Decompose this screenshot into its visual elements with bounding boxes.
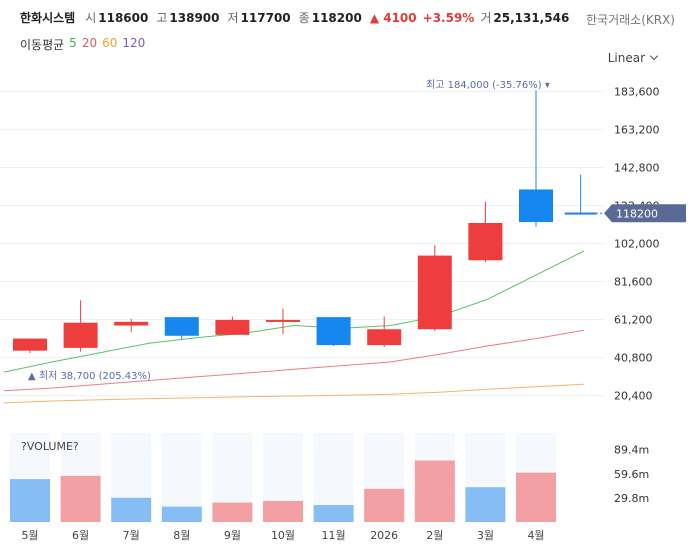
- volume-bar: [465, 487, 506, 522]
- current-price-tag: [604, 204, 686, 223]
- candle-body: [519, 189, 553, 223]
- volume-tick-label: 29.8m: [614, 492, 649, 505]
- ma-legend-label: 이동평균: [20, 38, 65, 52]
- open-value: 118600: [98, 11, 149, 25]
- x-tick-label: 9월: [224, 529, 241, 542]
- volume-tick-label: 89.4m: [614, 444, 649, 457]
- change-value: ▲ 4100: [369, 11, 417, 25]
- volume-bar: [263, 500, 303, 522]
- ma5-line: [3, 250, 585, 373]
- volume-label: 거: [480, 11, 492, 25]
- candle-body: [417, 255, 452, 330]
- x-tick-label: 11월: [322, 529, 346, 542]
- candle-body: [316, 317, 351, 346]
- current-price-label: 118200: [616, 207, 658, 220]
- y-tick-label: 61,200: [614, 314, 653, 327]
- candle-body: [215, 319, 250, 335]
- volume-bar: [414, 460, 455, 522]
- moving-average-legend[interactable]: 이동평균 5 20 60 120: [20, 36, 145, 53]
- candle-body: [63, 322, 98, 348]
- ma-20-label[interactable]: 20: [81, 36, 98, 50]
- x-tick-label: 5월: [21, 529, 38, 542]
- stock-name: 한화시스템: [20, 11, 76, 25]
- close-label: 종: [298, 11, 310, 25]
- y-tick-label: 142,800: [614, 161, 660, 174]
- candle-body: [164, 317, 199, 336]
- y-tick-label: 20,400: [614, 390, 653, 403]
- x-tick-label: 2월: [426, 529, 443, 542]
- close-value: 118200: [311, 11, 362, 25]
- volume-tick-label: 59.6m: [614, 468, 649, 481]
- ma60-line: [3, 383, 585, 404]
- y-tick-label: 81,600: [614, 276, 653, 289]
- volume-bar: [313, 505, 354, 522]
- volume-bar: [111, 497, 152, 522]
- candle-body: [468, 222, 503, 261]
- change-percent: +3.59%: [422, 11, 475, 25]
- volume-label: ?VOLUME?: [21, 440, 79, 453]
- x-tick-label: 8월: [173, 529, 190, 542]
- candle-body: [13, 338, 47, 351]
- x-tick-label: 6월: [72, 529, 89, 542]
- low-label: 저: [227, 11, 239, 25]
- candle-body: [367, 329, 402, 346]
- ma-60-label[interactable]: 60: [102, 36, 118, 50]
- candle-body: [114, 321, 149, 326]
- y-tick-label: 163,200: [614, 123, 660, 136]
- x-tick-label: 3월: [477, 529, 494, 542]
- exchange-label: 한국거래소(KRX): [586, 13, 675, 27]
- y-tick-label: 183,600: [614, 85, 660, 98]
- max-annotation: 최고 184,000 (-35.76%) ▾: [426, 79, 550, 91]
- scale-label: Linear: [607, 51, 645, 65]
- volume-bar: [161, 506, 202, 522]
- volume-bar: [60, 475, 101, 522]
- ma-120-label[interactable]: 120: [122, 36, 146, 50]
- volume-value: 25,131,546: [493, 11, 570, 25]
- high-value: 138900: [169, 11, 220, 25]
- open-label: 시: [85, 11, 97, 25]
- y-tick-label: 102,000: [614, 238, 660, 251]
- x-tick-label: 10월: [271, 529, 295, 542]
- candle-body: [266, 319, 300, 322]
- volume-bar: [516, 472, 556, 522]
- scale-dropdown[interactable]: Linear: [607, 51, 659, 65]
- ma20-line: [3, 329, 585, 392]
- y-tick-label: 40,800: [614, 352, 653, 365]
- x-tick-label: 4월: [527, 529, 544, 542]
- volume-bar: [10, 479, 50, 522]
- volume-bar: [364, 488, 405, 522]
- low-value: 117700: [240, 11, 291, 25]
- stock-header: 한화시스템 시 118600 고 138900 저 117700 종 11820…: [20, 9, 577, 29]
- high-label: 고: [156, 11, 168, 25]
- x-tick-label: 2026: [370, 529, 398, 542]
- ma-5-label[interactable]: 5: [69, 36, 77, 50]
- volume-bar: [212, 502, 253, 522]
- min-annotation: ▲ 최저 38,700 (205.43%): [28, 370, 151, 382]
- x-tick-label: 7월: [123, 529, 140, 542]
